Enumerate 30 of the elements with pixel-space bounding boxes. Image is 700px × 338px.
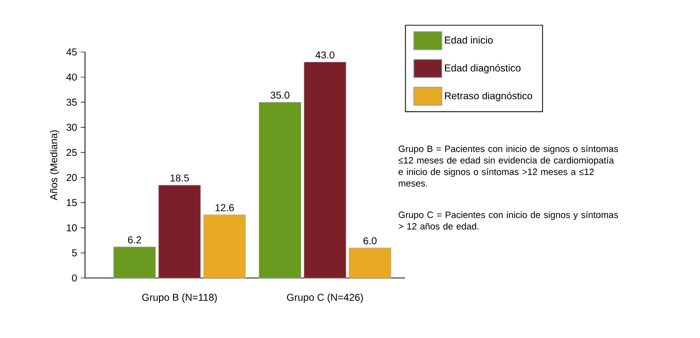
- data-label: 12.6: [216, 204, 234, 212]
- y-tick-label: 45: [66, 48, 77, 56]
- legend-label: Retraso diagnóstico: [445, 92, 532, 102]
- data-label: 35.0: [270, 92, 290, 99]
- y-tick-label: 0: [72, 274, 77, 282]
- bar: [258, 102, 302, 278]
- y-tick-label: 10: [66, 224, 77, 232]
- y-tick-label: 25: [66, 148, 77, 156]
- data-label: 43.0: [316, 51, 334, 59]
- bar: [304, 62, 346, 278]
- y-tick-label: 30: [66, 124, 77, 131]
- bar: [203, 214, 246, 278]
- x-tick-label: Grupo C (N=426): [287, 294, 363, 303]
- bar: [158, 184, 201, 278]
- annotation: Grupo C = Pacientes con inicio de signos y síntomas > 12 años de edad.: [398, 211, 618, 230]
- y-tick-label: 15: [66, 199, 77, 206]
- x-tick-label: Grupo B (N=118): [142, 294, 217, 303]
- y-axis-title: Años (Mediana): [50, 130, 60, 200]
- legend-label: Edad diagnóstico: [445, 64, 520, 74]
- data-label: 18.5: [170, 174, 189, 182]
- y-tick-label: 20: [66, 174, 77, 182]
- legend-label: Edad inicio: [445, 36, 493, 44]
- data-label: 6.0: [364, 237, 377, 244]
- y-tick-label: 40: [66, 74, 77, 81]
- data-label: 6.2: [128, 236, 142, 244]
- y-tick-label: 35: [66, 98, 77, 106]
- annotation: Grupo B = Pacientes con inicio de signos o síntomas ≤12 meses de edad sin evidencia de cardiomiopatía e inicio de signos o síntomas >12 meses a ≤12 meses.: [398, 145, 618, 187]
- bar: [348, 248, 392, 278]
- bar: [113, 246, 156, 278]
- y-tick-label: 5: [72, 249, 77, 256]
